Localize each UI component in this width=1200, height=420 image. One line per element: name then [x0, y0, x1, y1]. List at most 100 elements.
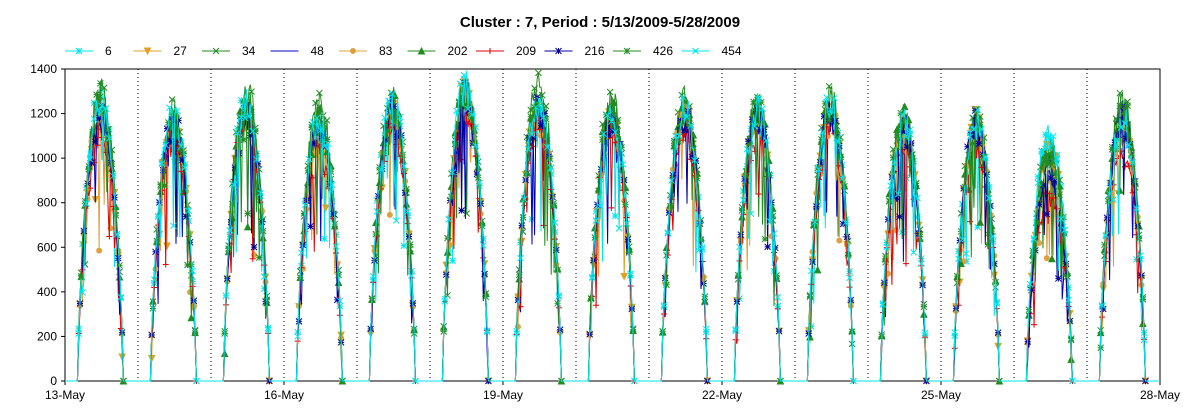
data-point — [100, 111, 108, 119]
legend-item: 202 — [407, 44, 468, 58]
data-point — [403, 185, 410, 193]
data-point — [761, 235, 769, 243]
data-point — [1104, 197, 1112, 205]
data-point — [108, 160, 116, 168]
data-point — [447, 193, 455, 201]
data-point — [807, 267, 815, 275]
data-point — [246, 131, 254, 139]
data-point — [850, 377, 857, 385]
data-point — [386, 211, 393, 218]
data-point — [825, 116, 833, 124]
x-axis: 13-May 16-May 19-May 22-May 25-May 28-May — [45, 381, 1180, 402]
data-point — [143, 47, 152, 56]
data-point — [382, 136, 390, 144]
data-point — [260, 285, 268, 293]
data-point — [620, 272, 628, 281]
data-point — [470, 125, 479, 134]
data-point — [596, 202, 604, 210]
data-point — [547, 164, 555, 171]
data-point — [1056, 191, 1063, 198]
data-point — [610, 122, 618, 130]
data-point — [178, 156, 186, 164]
data-point — [1099, 305, 1107, 313]
data-point — [1028, 286, 1035, 294]
data-point — [1042, 131, 1049, 138]
x-tick-label: 25-May — [921, 388, 961, 402]
data-point — [455, 99, 463, 107]
data-point — [688, 153, 696, 161]
data-point — [317, 126, 325, 134]
data-point — [978, 164, 985, 171]
data-point — [220, 349, 229, 357]
data-point — [527, 113, 535, 121]
data-point — [441, 295, 449, 303]
data-point — [303, 197, 310, 205]
data-point — [517, 254, 524, 262]
data-point — [587, 295, 595, 302]
data-point — [453, 107, 460, 115]
data-point — [182, 213, 190, 221]
data-point — [187, 261, 195, 268]
data-point — [751, 122, 759, 130]
data-point — [81, 197, 89, 205]
legend-label: 216 — [585, 44, 605, 58]
data-point — [479, 242, 487, 249]
x-tick-label: 16-May — [264, 388, 304, 402]
data-point — [608, 204, 615, 211]
data-point — [456, 80, 464, 88]
data-point — [1053, 155, 1061, 162]
data-point — [1115, 131, 1122, 139]
data-point — [531, 84, 538, 92]
data-point — [75, 47, 83, 55]
data-point — [369, 273, 377, 280]
data-point — [1043, 210, 1051, 218]
data-point — [1040, 158, 1048, 165]
legend-label: 6 — [105, 44, 112, 58]
data-point — [86, 155, 94, 163]
data-point — [540, 113, 547, 121]
legend-label: 83 — [379, 44, 393, 58]
data-point — [399, 151, 406, 159]
data-point — [1054, 275, 1062, 282]
data-point — [697, 236, 705, 244]
data-point — [350, 48, 356, 54]
data-point — [664, 229, 672, 236]
data-point — [184, 261, 191, 269]
data-point — [258, 218, 266, 226]
data-point — [96, 247, 103, 254]
data-point — [984, 241, 992, 248]
data-point — [971, 107, 979, 114]
data-point — [237, 96, 245, 104]
data-point — [622, 201, 629, 208]
data-point — [1101, 241, 1108, 249]
data-point — [818, 136, 825, 143]
data-point — [98, 102, 106, 110]
data-point — [554, 299, 561, 307]
data-point — [974, 223, 982, 231]
legend-label: 27 — [174, 44, 188, 58]
data-point — [228, 200, 236, 208]
data-point — [774, 293, 782, 301]
data-point — [555, 293, 563, 300]
data-point — [1140, 336, 1148, 344]
data-point — [307, 222, 314, 230]
data-point — [170, 222, 177, 230]
data-point — [473, 170, 481, 178]
data-point — [531, 104, 538, 111]
data-point — [1043, 140, 1051, 149]
data-point — [321, 235, 328, 243]
data-point — [294, 333, 302, 340]
data-point — [906, 126, 914, 134]
data-point — [732, 326, 740, 333]
data-point — [692, 47, 699, 55]
data-point — [102, 104, 109, 112]
data-point — [1120, 110, 1128, 117]
legend-item: 6 — [65, 44, 112, 58]
data-point — [838, 175, 846, 183]
data-point — [747, 210, 755, 218]
data-point — [679, 94, 687, 101]
data-point — [891, 159, 898, 167]
data-point — [839, 220, 847, 228]
data-point — [380, 149, 387, 157]
data-point — [166, 104, 173, 111]
